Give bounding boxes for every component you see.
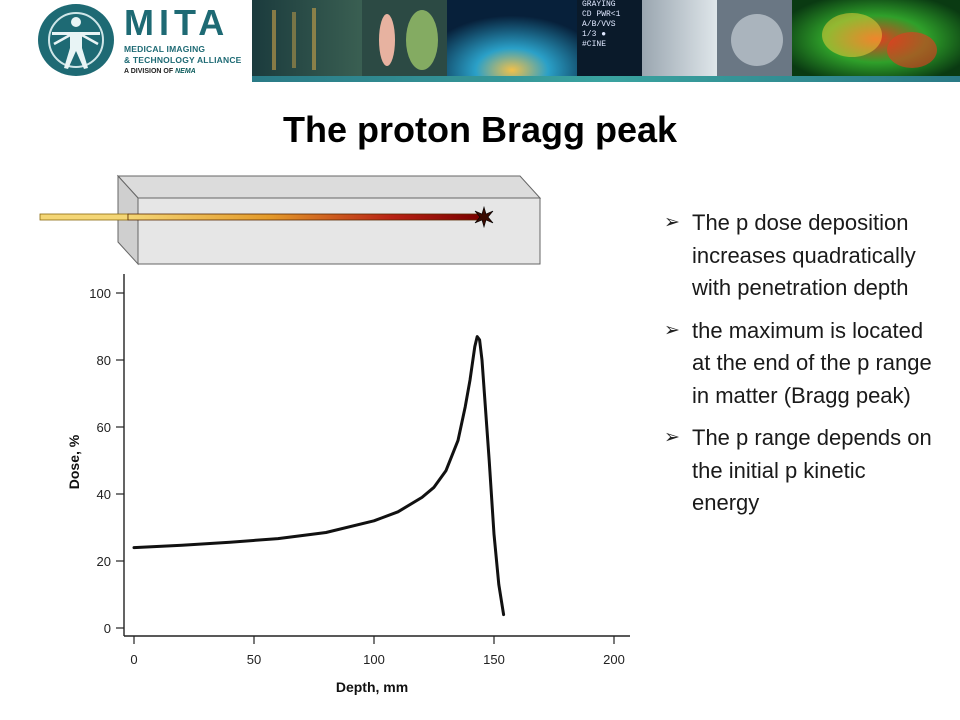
bullet-text: The p dose deposition increases quadrati… (692, 210, 916, 300)
logo-subtitle-line1: MEDICAL IMAGING (124, 44, 206, 54)
banner-readout-2: A/B/VVS (582, 20, 616, 29)
series-dose-curve (132, 335, 506, 617)
y-tick-label: 20 (97, 554, 111, 569)
chart-axes: 0 20 40 60 80 100 0 50 100 150 200 (89, 274, 630, 667)
arrow-bullet-icon: ➢ (664, 212, 680, 233)
y-tick-label: 100 (89, 286, 111, 301)
mita-logo-figure-icon (38, 4, 114, 76)
bullet-item: ➢ the maximum is located at the end of t… (664, 315, 934, 413)
banner-readout-4: #CINE (582, 40, 606, 49)
y-axis-label: Dose, % (66, 434, 82, 489)
bragg-peak-star-icon (474, 205, 494, 229)
y-tick-label: 0 (104, 621, 111, 636)
slide-title: The proton Bragg peak (282, 109, 678, 150)
y-tick-label: 80 (97, 353, 111, 368)
arrow-bullet-icon: ➢ (664, 427, 680, 448)
bullet-text: the maximum is located at the end of the… (692, 317, 932, 408)
banner-readout-1: CD PWR<1 (582, 10, 621, 19)
x-axis-label: Depth, mm (336, 679, 408, 695)
bullet-item: ➢ The p range depends on the initial p ki… (664, 422, 934, 520)
arrow-bullet-icon: ➢ (664, 319, 680, 341)
banner-strip (252, 76, 960, 82)
x-tick-label: 0 (130, 652, 137, 667)
bullet-text: The p range depends on the initial p kin… (692, 425, 932, 515)
nema-brand: NEMA (175, 68, 196, 75)
division-prefix: A DIVISION OF (124, 68, 174, 75)
logo-title: MITA (124, 2, 230, 43)
banner-top-text: GRAYING (582, 0, 616, 9)
bullet-item: ➢ The p dose deposition increases quadrat… (664, 207, 934, 305)
medical-imaging-banner: GRAYING CD PWR<1 A/B/VVS 1/3 ● #CINE (252, 0, 960, 78)
header: MITA MEDICAL IMAGING & TECHNOLOGY ALLIAN… (0, 0, 960, 82)
bullet-list: ➢ The p dose deposition increases quadrat… (664, 207, 934, 530)
banner-readout-3: 1/3 ● (582, 30, 606, 39)
box-front-face (137, 197, 541, 265)
x-tick-label: 50 (247, 652, 261, 667)
beam-entry (39, 213, 129, 221)
logo-subtitle-line2: & TECHNOLOGY ALLIANCE (124, 55, 242, 65)
logo-division: A DIVISION OF NEMA (124, 67, 196, 76)
x-tick-label: 150 (483, 652, 505, 667)
beam-path (127, 213, 481, 221)
x-tick-label: 100 (363, 652, 385, 667)
y-tick-label: 60 (97, 420, 111, 435)
x-tick-label: 200 (603, 652, 625, 667)
box-side-face (117, 174, 139, 266)
y-tick-label: 40 (97, 487, 111, 502)
box-top-face (116, 175, 542, 199)
